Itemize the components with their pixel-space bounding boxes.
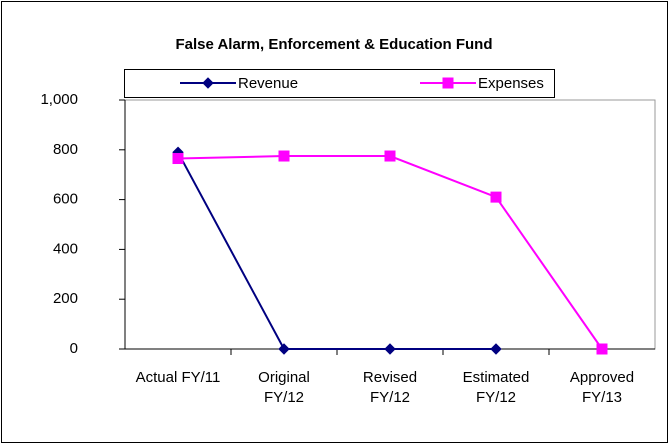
legend-label: Expenses [478,75,544,92]
data-point [384,150,396,162]
y-tick-label: 400 [53,240,78,257]
data-point [278,150,290,162]
legend-label: Revenue [238,75,298,92]
x-tick-label: Approved FY/13 [569,369,635,406]
data-point [490,191,502,203]
chart-title: False Alarm, Enforcement & Education Fun… [176,36,493,53]
data-point [172,153,184,165]
x-tick-label: Revised FY/12 [362,369,418,406]
data-point [278,343,290,355]
y-tick-label: 1,000 [40,91,78,108]
y-tick-label: 0 [70,340,78,357]
legend-marker [202,77,214,89]
y-tick-label: 800 [53,141,78,158]
x-tick-label: Actual FY/11 [135,369,221,386]
y-tick-label: 600 [53,191,78,208]
x-tick-label: Estimated FY/12 [462,369,530,406]
data-point [596,343,608,355]
series-line [177,151,496,350]
y-tick-label: 200 [53,290,78,307]
data-point [490,343,502,355]
data-point [384,343,396,355]
x-tick-label: Original FY/12 [258,369,310,406]
legend-marker [442,77,454,89]
